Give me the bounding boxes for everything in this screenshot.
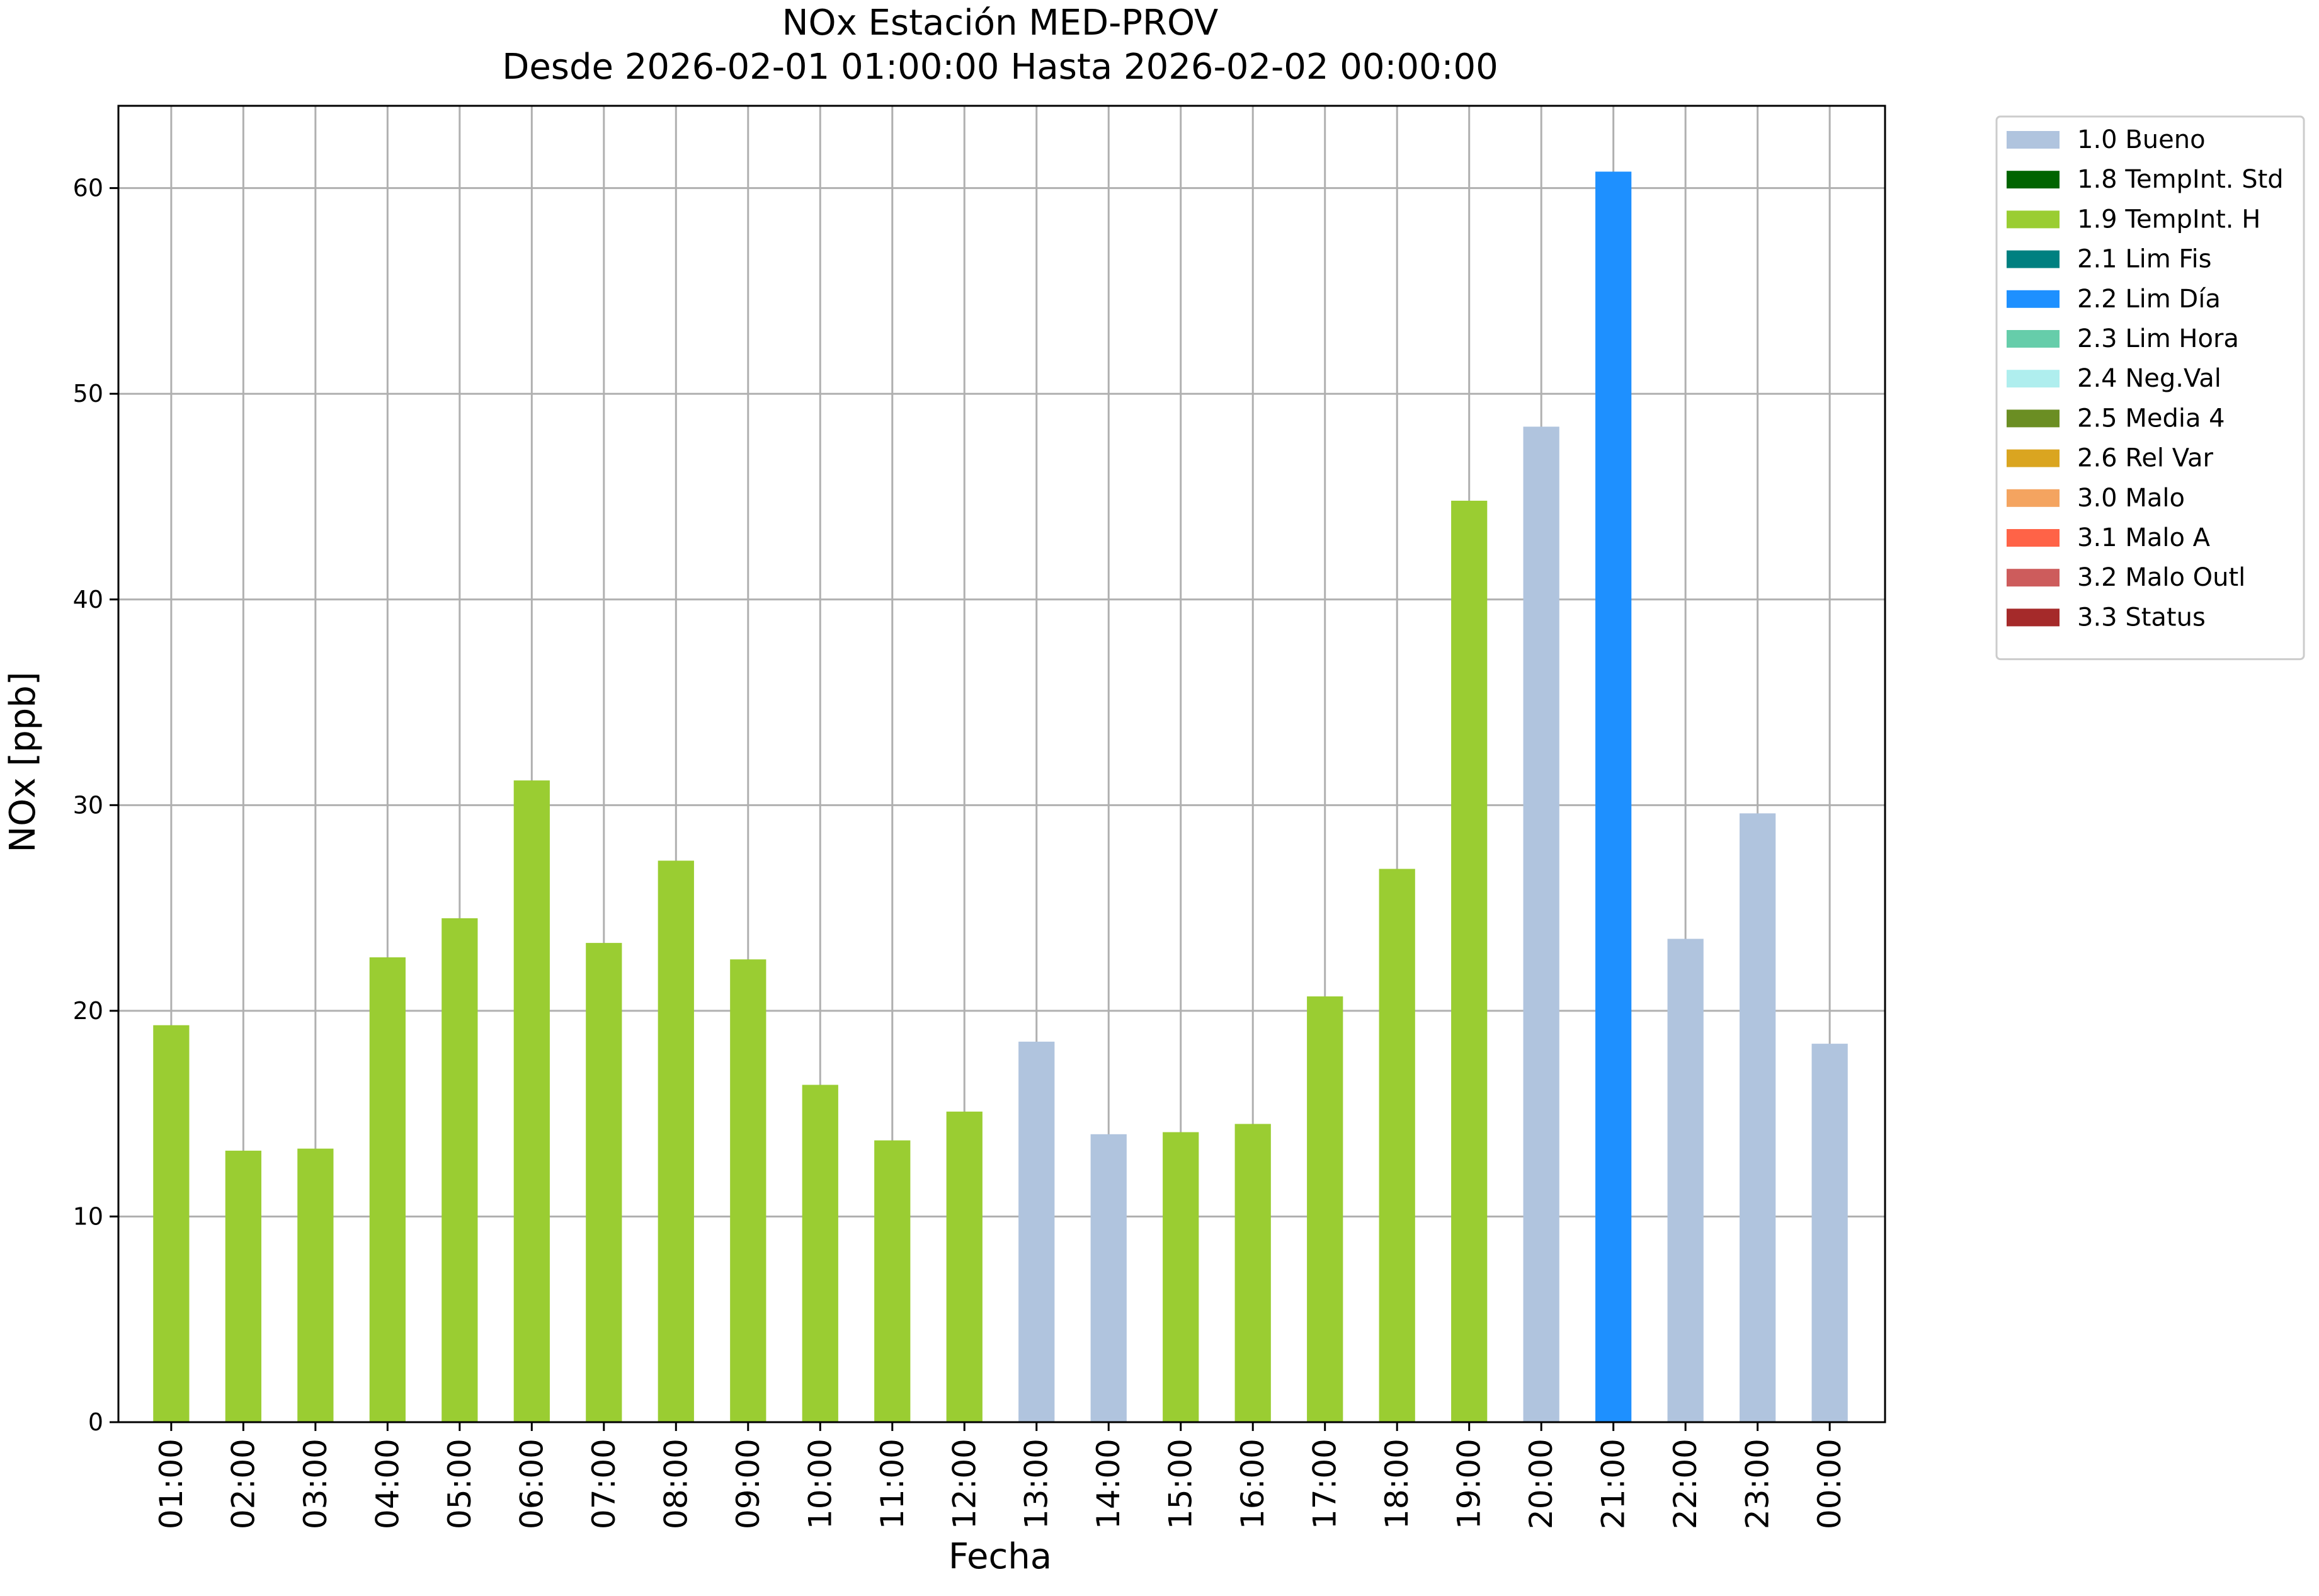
x-tick-label: 18:00 bbox=[1379, 1439, 1415, 1529]
legend-swatch bbox=[2007, 489, 2060, 507]
x-tick-label: 01:00 bbox=[153, 1439, 190, 1529]
x-tick-label: 11:00 bbox=[874, 1439, 911, 1529]
legend-swatch bbox=[2007, 250, 2060, 268]
legend-label: 1.8 TempInt. Std bbox=[2077, 165, 2284, 194]
legend-swatch bbox=[2007, 171, 2060, 189]
x-tick-label: 03:00 bbox=[297, 1439, 334, 1529]
legend: 1.0 Bueno 1.8 TempInt. Std 1.9 TempInt. H 2… bbox=[1995, 115, 2305, 661]
bar-0400 bbox=[369, 957, 406, 1422]
legend-frame bbox=[1995, 115, 2305, 661]
legend-label: 3.2 Malo Outl bbox=[2077, 563, 2245, 592]
x-tick-label: 14:00 bbox=[1090, 1439, 1127, 1529]
y-tick-label: 10 bbox=[73, 1202, 103, 1230]
legend-label: 3.3 Status bbox=[2077, 603, 2206, 632]
x-tick-label: 04:00 bbox=[369, 1439, 406, 1529]
chart-title: NOx Estación MED-PROV bbox=[782, 3, 1219, 43]
legend-swatch bbox=[2007, 449, 2060, 467]
legend-swatch bbox=[2007, 569, 2060, 587]
y-tick-label: 30 bbox=[73, 791, 103, 819]
legend-swatch bbox=[2007, 409, 2060, 428]
x-tick-label: 17:00 bbox=[1307, 1439, 1343, 1529]
legend-swatch bbox=[2007, 608, 2060, 627]
bar-2100 bbox=[1595, 171, 1632, 1422]
bar-0200 bbox=[225, 1150, 261, 1422]
x-tick-label: 22:00 bbox=[1667, 1439, 1704, 1529]
bar-1200 bbox=[946, 1111, 983, 1422]
bar-0500 bbox=[442, 918, 478, 1422]
bar-0800 bbox=[658, 860, 694, 1422]
bar-1800 bbox=[1379, 869, 1415, 1422]
x-tick-label: 06:00 bbox=[513, 1439, 550, 1529]
x-tick-label: 19:00 bbox=[1451, 1439, 1488, 1529]
legend-label: 3.0 Malo bbox=[2077, 484, 2185, 513]
x-tick-label: 07:00 bbox=[586, 1439, 622, 1529]
legend-swatch bbox=[2007, 290, 2060, 308]
bar-1300 bbox=[1018, 1041, 1055, 1422]
x-tick-label: 21:00 bbox=[1595, 1439, 1632, 1529]
y-axis-label: NOx [ppb] bbox=[3, 671, 43, 852]
legend-label: 2.6 Rel Var bbox=[2077, 444, 2214, 473]
bar-1900 bbox=[1451, 501, 1488, 1422]
bar-0100 bbox=[153, 1025, 190, 1422]
legend-swatch bbox=[2007, 529, 2060, 547]
legend-swatch bbox=[2007, 210, 2060, 229]
x-tick-label: 20:00 bbox=[1523, 1439, 1559, 1529]
bar-1600 bbox=[1234, 1124, 1271, 1422]
x-axis-ticks: 01:00 02:00 03:00 04:00 05:00 06:00 07:00 08:00… bbox=[153, 1422, 1848, 1529]
y-tick-label: 40 bbox=[73, 586, 103, 613]
legend-label: 2.1 Lim Fis bbox=[2077, 245, 2211, 274]
x-tick-label: 09:00 bbox=[730, 1439, 766, 1529]
x-tick-label: 12:00 bbox=[946, 1439, 983, 1529]
legend-label: 1.9 TempInt. H bbox=[2077, 205, 2260, 234]
x-tick-label: 16:00 bbox=[1234, 1439, 1271, 1529]
legend-label: 2.3 Lim Hora bbox=[2077, 324, 2239, 353]
bar-1000 bbox=[802, 1085, 838, 1422]
x-tick-label: 23:00 bbox=[1740, 1439, 1776, 1529]
bar-0900 bbox=[730, 959, 766, 1422]
bar-1400 bbox=[1090, 1134, 1127, 1422]
y-tick-label: 60 bbox=[73, 174, 103, 202]
bars bbox=[153, 171, 1848, 1422]
y-tick-label: 0 bbox=[88, 1408, 103, 1436]
x-axis-label: Fecha bbox=[949, 1536, 1052, 1577]
plot-frame bbox=[117, 105, 1886, 1423]
bar-0000 bbox=[1811, 1044, 1848, 1422]
x-tick-label: 02:00 bbox=[225, 1439, 261, 1529]
legend-swatch bbox=[2007, 370, 2060, 388]
y-tick-label: 50 bbox=[73, 380, 103, 408]
bar-2200 bbox=[1667, 938, 1704, 1422]
x-tick-label: 15:00 bbox=[1163, 1439, 1199, 1529]
bar-0700 bbox=[586, 943, 622, 1422]
x-tick-label: 13:00 bbox=[1018, 1439, 1055, 1529]
legend-label: 2.2 Lim Día bbox=[2077, 285, 2221, 314]
bar-2000 bbox=[1523, 426, 1559, 1422]
legend-swatch bbox=[2007, 131, 2060, 149]
x-tick-label: 10:00 bbox=[802, 1439, 838, 1529]
bar-1700 bbox=[1307, 996, 1343, 1422]
chart-subtitle: Desde 2026-02-01 01:00:00 Hasta 2026-02-… bbox=[502, 47, 1498, 88]
x-tick-label: 05:00 bbox=[442, 1439, 478, 1529]
legend-label: 2.5 Media 4 bbox=[2077, 404, 2225, 433]
x-tick-label: 00:00 bbox=[1811, 1439, 1848, 1529]
legend-label: 2.4 Neg.Val bbox=[2077, 364, 2221, 393]
legend-label: 3.1 Malo A bbox=[2077, 523, 2211, 552]
bar-0600 bbox=[513, 780, 550, 1422]
y-axis-ticks: 0 10 20 30 40 50 60 bbox=[73, 174, 118, 1436]
bar-1100 bbox=[874, 1140, 911, 1422]
bar-1500 bbox=[1163, 1132, 1199, 1422]
bar-2300 bbox=[1740, 813, 1776, 1422]
bar-0300 bbox=[297, 1148, 334, 1422]
legend-label: 1.0 Bueno bbox=[2077, 125, 2206, 154]
legend-swatch bbox=[2007, 330, 2060, 348]
y-tick-label: 20 bbox=[73, 997, 103, 1025]
x-tick-label: 08:00 bbox=[658, 1439, 694, 1529]
